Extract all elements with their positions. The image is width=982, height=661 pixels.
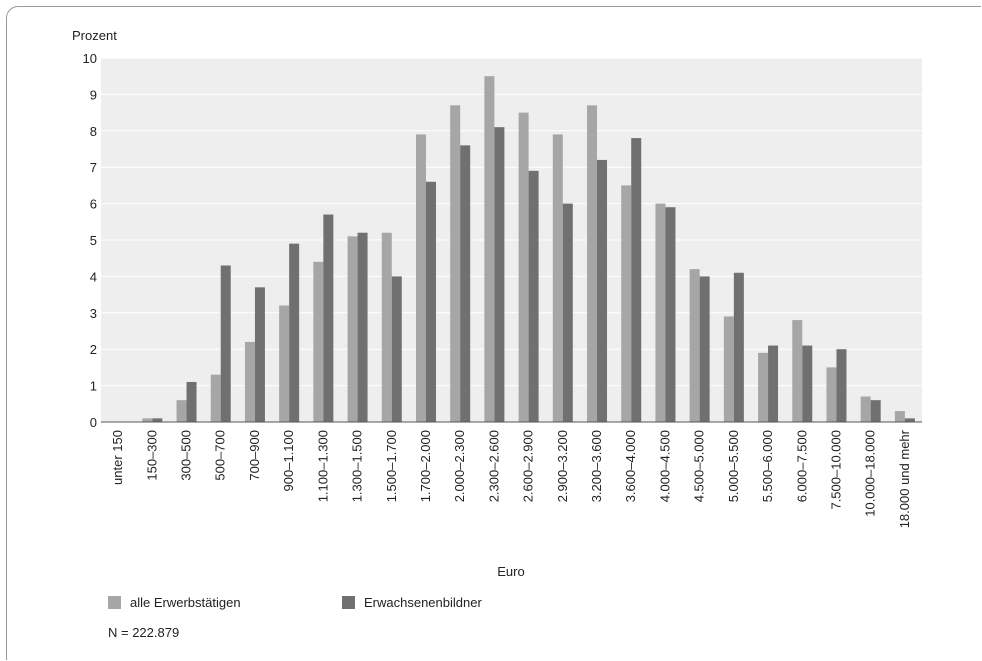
bar-adult-educators: [904, 418, 915, 422]
x-tick-label: 6.000–7.500: [794, 430, 809, 502]
bar-all-workers: [381, 232, 392, 422]
x-axis-label: Euro: [497, 564, 524, 579]
bar-all-workers: [860, 396, 871, 422]
bar-all-workers: [792, 320, 803, 422]
y-tick-label: 3: [90, 306, 97, 321]
bar-all-workers: [347, 236, 358, 422]
y-tick-label: 7: [90, 160, 97, 175]
bar-adult-educators: [186, 381, 197, 422]
bar-adult-educators: [699, 276, 710, 422]
legend-swatch-adult-educators: [342, 596, 355, 609]
bar-all-workers: [655, 203, 666, 422]
bar-adult-educators: [220, 265, 231, 422]
bar-all-workers: [450, 105, 461, 422]
y-tick-label: 5: [90, 233, 97, 248]
bar-adult-educators: [665, 207, 676, 422]
chart-frame: [6, 6, 981, 660]
bar-all-workers: [723, 316, 734, 422]
x-tick-label: 2.300–2.600: [486, 430, 501, 502]
bar-adult-educators: [631, 138, 642, 422]
bar-all-workers: [826, 367, 837, 422]
bar-all-workers: [894, 411, 905, 422]
x-tick-label: 1.700–2.000: [418, 430, 433, 502]
bar-adult-educators: [460, 145, 471, 423]
y-tick-label: 9: [90, 87, 97, 102]
x-tick-label: 7.500–10.000: [828, 430, 843, 510]
bar-all-workers: [552, 134, 563, 422]
bar-adult-educators: [802, 345, 813, 422]
x-tick-label: 2.000–2.300: [452, 430, 467, 502]
x-tick-label: 2.900–3.200: [555, 430, 570, 502]
bar-adult-educators: [562, 203, 573, 422]
x-tick-label: 700–900: [247, 430, 262, 481]
bar-all-workers: [621, 185, 632, 422]
x-tick-label: 10.000–18.000: [863, 430, 878, 517]
y-axis-ticks: 0 1 2 3 4 5 6 7 8 9 10: [83, 51, 97, 430]
bar-adult-educators: [597, 159, 608, 423]
bar-all-workers: [758, 352, 769, 422]
x-tick-label: 150–300: [144, 430, 159, 481]
bar-all-workers: [415, 134, 426, 422]
bar-all-workers: [689, 269, 700, 422]
legend-swatch-all: [108, 596, 121, 609]
x-tick-label: unter 150: [110, 430, 125, 485]
x-tick-label: 18.000 und mehr: [897, 429, 912, 528]
bar-adult-educators: [528, 170, 539, 422]
bar-adult-educators: [152, 418, 163, 422]
y-tick-label: 6: [90, 197, 97, 212]
bar-adult-educators: [254, 287, 265, 422]
x-tick-label: 4.000–4.500: [657, 430, 672, 502]
x-tick-label: 5.000–5.500: [726, 430, 741, 502]
y-tick-label: 1: [90, 379, 97, 394]
bar-adult-educators: [494, 127, 505, 422]
bar-adult-educators: [870, 400, 881, 422]
x-tick-label: 1.100–1.300: [315, 430, 330, 502]
bar-all-workers: [587, 105, 598, 422]
y-tick-label: 4: [90, 269, 97, 284]
y-tick-label: 8: [90, 124, 97, 139]
bar-adult-educators: [733, 272, 744, 422]
y-tick-label: 0: [90, 415, 97, 430]
y-axis-label: Prozent: [72, 28, 117, 43]
y-tick-label: 10: [83, 51, 97, 66]
x-tick-label: 900–1.100: [281, 430, 296, 491]
x-tick-label: 5.500–6.000: [760, 430, 775, 502]
legend-label-adult-educators: Erwachsenenbildner: [364, 595, 482, 610]
bar-all-workers: [244, 341, 255, 422]
x-tick-label: 500–700: [213, 430, 228, 481]
x-tick-label: 3.600–4.000: [623, 430, 638, 502]
bar-adult-educators: [425, 181, 436, 422]
bar-adult-educators: [391, 276, 402, 422]
gridlines: [101, 57, 922, 387]
bar-adult-educators: [357, 232, 368, 422]
bar-all-workers: [313, 261, 324, 422]
bar-adult-educators: [323, 214, 334, 422]
bar-all-workers: [279, 305, 290, 422]
bar-adult-educators: [836, 349, 847, 422]
bar-all-workers: [142, 418, 153, 422]
legend: alle Erwerbstätigen Erwachsenenbildner: [108, 595, 482, 610]
bar-all-workers: [210, 374, 221, 422]
sample-size-note: N = 222.879: [108, 625, 179, 640]
x-tick-label: 2.600–2.900: [521, 430, 536, 502]
bar-all-workers: [484, 76, 495, 422]
x-axis-ticks: unter 150 150–300 300–500 500–700 700–900 900…: [110, 429, 912, 528]
bar-adult-educators: [768, 345, 779, 422]
y-tick-label: 2: [90, 342, 97, 357]
legend-label-all: alle Erwerbstätigen: [130, 595, 241, 610]
x-tick-label: 3.200–3.600: [589, 430, 604, 502]
bar-all-workers: [518, 112, 529, 422]
x-tick-label: 300–500: [179, 430, 194, 481]
bar-adult-educators: [289, 243, 300, 422]
x-tick-label: 1.500–1.700: [384, 430, 399, 502]
x-tick-label: 4.500–5.000: [692, 430, 707, 502]
bar-all-workers: [176, 400, 187, 422]
bars: [142, 76, 915, 423]
x-tick-label: 1.300–1.500: [350, 430, 365, 502]
